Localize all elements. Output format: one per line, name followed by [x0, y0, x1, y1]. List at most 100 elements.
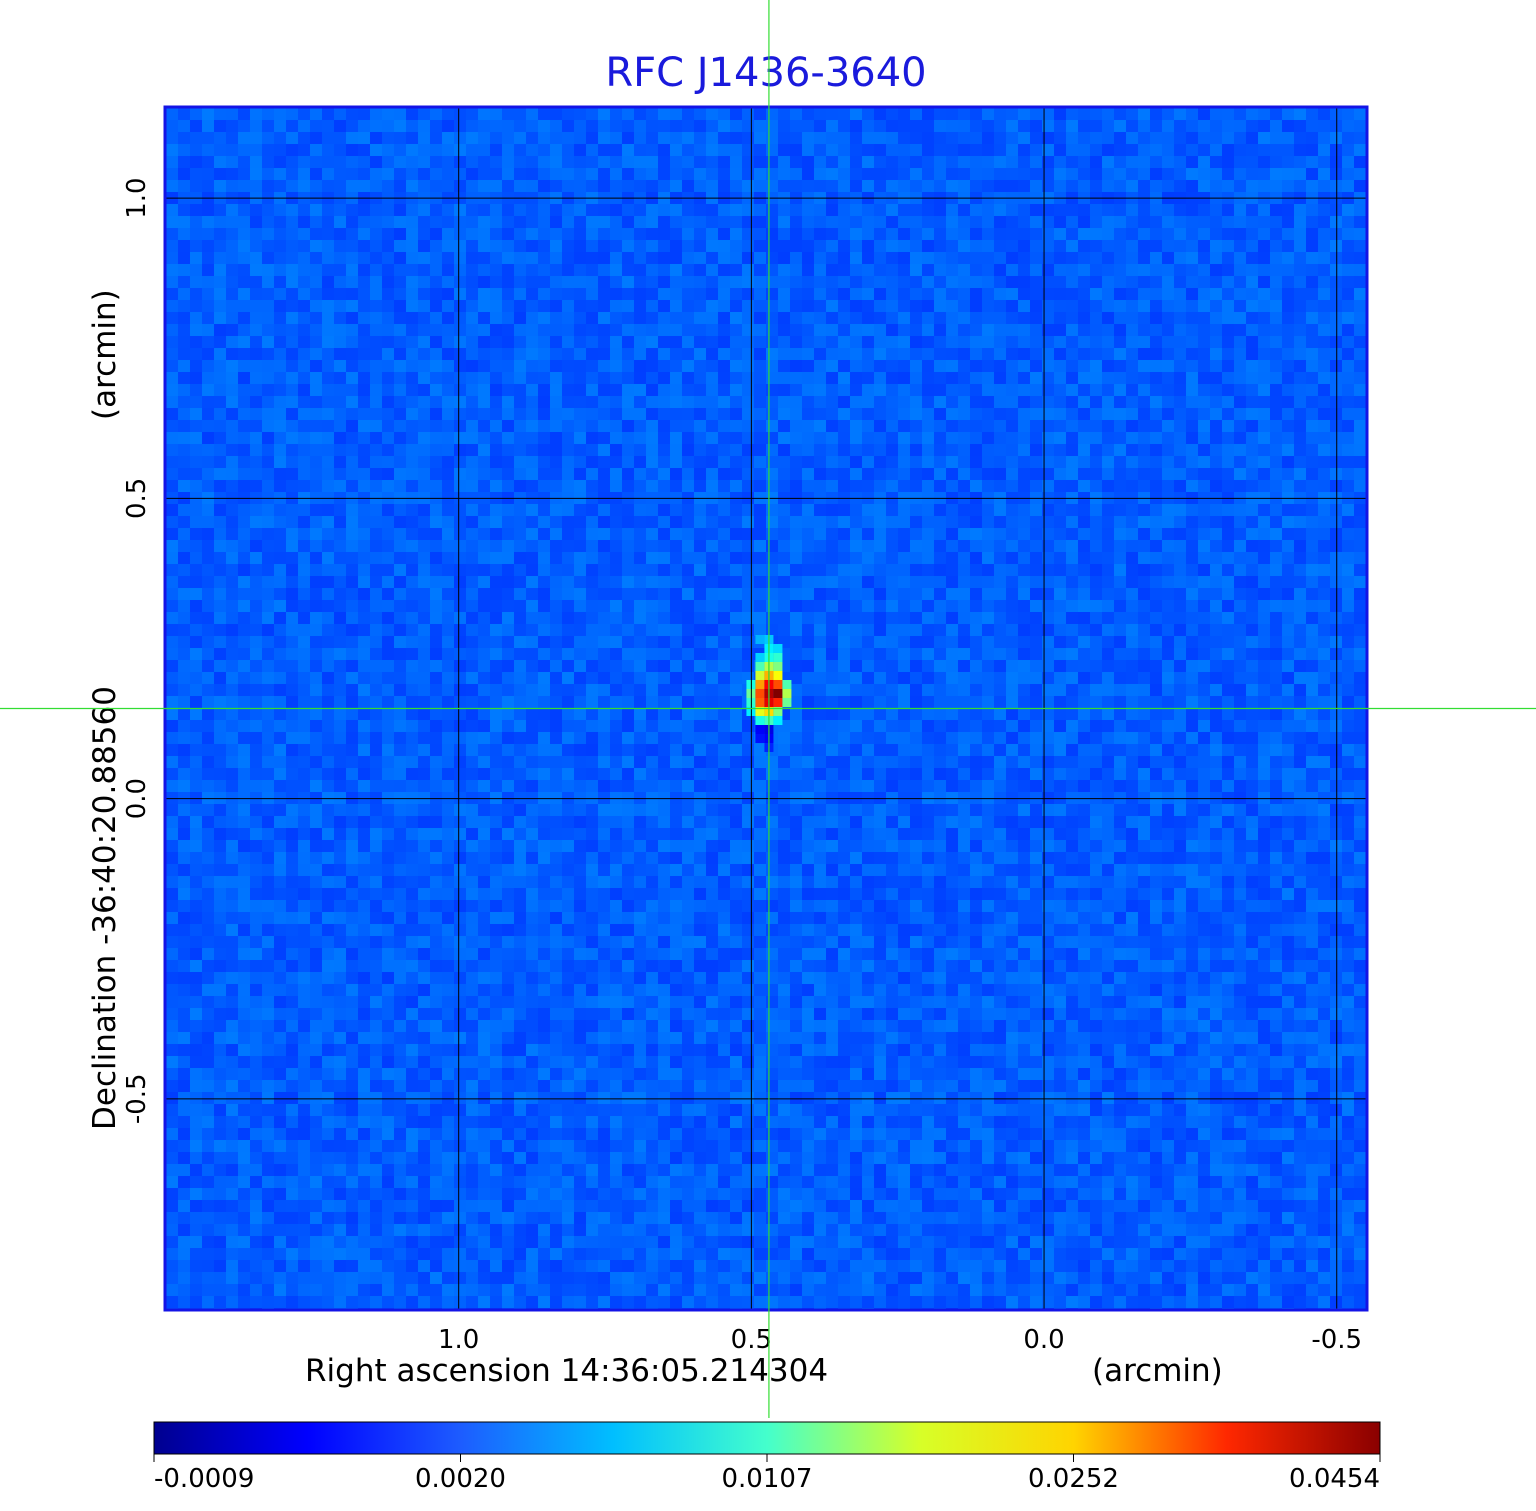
- noise-pixel: [574, 468, 586, 480]
- noise-pixel: [1342, 324, 1354, 336]
- noise-pixel: [790, 288, 802, 300]
- noise-pixel: [1150, 216, 1162, 228]
- noise-pixel: [262, 528, 274, 540]
- noise-pixel: [454, 144, 466, 156]
- noise-pixel: [610, 336, 622, 348]
- noise-pixel: [394, 180, 406, 192]
- noise-pixel: [586, 408, 598, 420]
- noise-pixel: [214, 324, 226, 336]
- noise-pixel: [718, 180, 730, 192]
- noise-pixel: [238, 552, 250, 564]
- noise-pixel: [922, 480, 934, 492]
- noise-pixel: [982, 144, 994, 156]
- noise-pixel: [178, 144, 190, 156]
- noise-pixel: [730, 168, 742, 180]
- noise-pixel: [670, 324, 682, 336]
- noise-pixel: [1138, 252, 1150, 264]
- noise-pixel: [490, 528, 502, 540]
- noise-pixel: [1006, 528, 1018, 540]
- noise-pixel: [790, 516, 802, 528]
- noise-pixel: [1318, 372, 1330, 384]
- noise-pixel: [862, 120, 874, 132]
- noise-pixel: [826, 468, 838, 480]
- noise-pixel: [538, 636, 550, 648]
- noise-pixel: [1054, 144, 1066, 156]
- noise-pixel: [166, 360, 178, 372]
- noise-pixel: [586, 384, 598, 396]
- noise-pixel: [598, 348, 610, 360]
- noise-pixel: [1234, 636, 1246, 648]
- noise-pixel: [826, 684, 838, 696]
- noise-pixel: [1042, 420, 1054, 432]
- noise-pixel: [1138, 120, 1150, 132]
- noise-pixel: [994, 480, 1006, 492]
- noise-pixel: [838, 648, 850, 660]
- noise-pixel: [1282, 504, 1294, 516]
- noise-pixel: [562, 456, 574, 468]
- noise-pixel: [670, 300, 682, 312]
- noise-pixel: [1078, 480, 1090, 492]
- noise-pixel: [1006, 252, 1018, 264]
- noise-pixel: [1318, 420, 1330, 432]
- noise-pixel: [598, 552, 610, 564]
- noise-pixel: [454, 132, 466, 144]
- noise-pixel: [322, 336, 334, 348]
- noise-pixel: [1078, 444, 1090, 456]
- noise-pixel: [1234, 612, 1246, 624]
- noise-pixel: [502, 120, 514, 132]
- noise-pixel: [1006, 384, 1018, 396]
- noise-pixel: [1330, 312, 1342, 324]
- noise-pixel: [1030, 108, 1042, 120]
- noise-pixel: [310, 324, 322, 336]
- noise-pixel: [250, 216, 262, 228]
- noise-pixel: [1054, 648, 1066, 660]
- noise-pixel: [814, 588, 826, 600]
- noise-pixel: [430, 168, 442, 180]
- noise-pixel: [574, 288, 586, 300]
- noise-pixel: [466, 144, 478, 156]
- noise-pixel: [310, 540, 322, 552]
- noise-pixel: [1354, 516, 1366, 528]
- noise-pixel: [886, 132, 898, 144]
- noise-pixel: [1126, 540, 1138, 552]
- noise-pixel: [490, 132, 502, 144]
- noise-pixel: [322, 456, 334, 468]
- noise-pixel: [502, 240, 514, 252]
- noise-pixel: [418, 372, 430, 384]
- noise-pixel: [706, 108, 718, 120]
- noise-pixel: [538, 648, 550, 660]
- noise-pixel: [394, 324, 406, 336]
- noise-pixel: [790, 636, 802, 648]
- noise-pixel: [526, 420, 538, 432]
- noise-pixel: [1342, 588, 1354, 600]
- noise-pixel: [1234, 564, 1246, 576]
- noise-pixel: [994, 636, 1006, 648]
- noise-pixel: [754, 624, 766, 636]
- noise-pixel: [1306, 348, 1318, 360]
- noise-pixel: [178, 216, 190, 228]
- noise-pixel: [370, 552, 382, 564]
- noise-pixel: [1150, 528, 1162, 540]
- noise-pixel: [1054, 588, 1066, 600]
- noise-pixel: [286, 600, 298, 612]
- noise-pixel: [1222, 480, 1234, 492]
- noise-pixel: [514, 324, 526, 336]
- noise-pixel: [514, 696, 526, 708]
- noise-pixel: [814, 504, 826, 516]
- noise-pixel: [358, 516, 370, 528]
- noise-pixel: [478, 216, 490, 228]
- noise-pixel: [598, 180, 610, 192]
- noise-pixel: [682, 228, 694, 240]
- noise-pixel: [430, 600, 442, 612]
- noise-pixel: [790, 696, 802, 708]
- noise-pixel: [382, 228, 394, 240]
- noise-pixel: [958, 408, 970, 420]
- noise-pixel: [658, 612, 670, 624]
- noise-pixel: [382, 588, 394, 600]
- noise-pixel: [310, 672, 322, 684]
- noise-pixel: [310, 456, 322, 468]
- noise-pixel: [886, 408, 898, 420]
- noise-pixel: [1294, 312, 1306, 324]
- noise-pixel: [1210, 372, 1222, 384]
- noise-pixel: [1162, 276, 1174, 288]
